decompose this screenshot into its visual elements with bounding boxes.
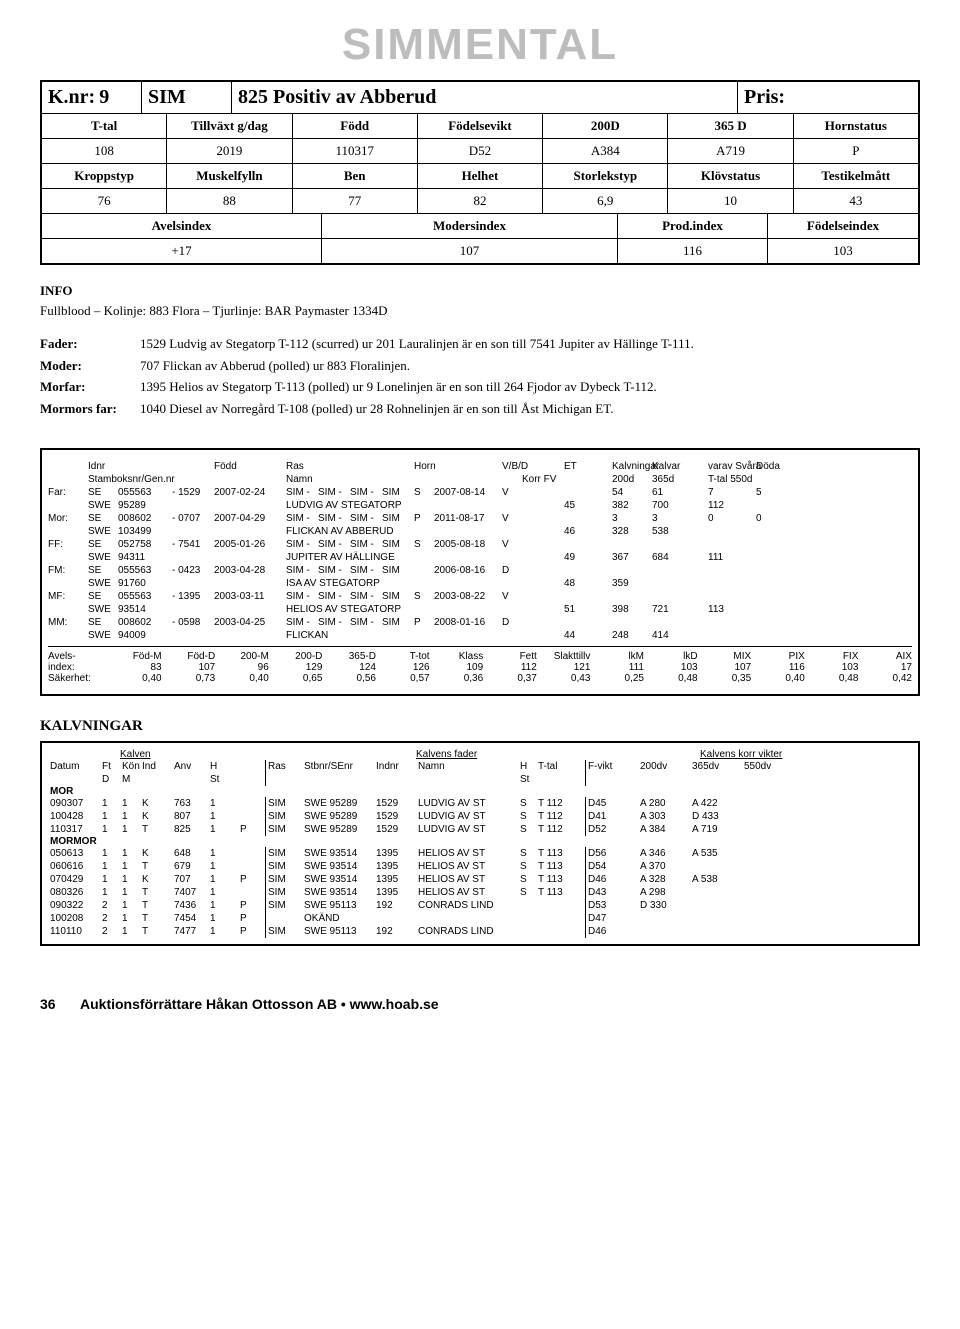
avelsindex-val: +17: [42, 239, 322, 263]
pedigree-box: IdnrFöddRasHornV/B/DETKalvningarKalvarva…: [40, 448, 920, 696]
ped-idx-safe: Säkerhet:0,400,730,400,650,560,570,360,3…: [48, 673, 912, 684]
moder-lbl: Moder:: [40, 356, 140, 376]
brand-title: SIMMENTAL: [40, 20, 920, 70]
knr-cell: K.nr: 9: [42, 82, 142, 113]
mormors-lbl: Mormors far:: [40, 399, 140, 419]
kalv-group2: Kalvens fader: [296, 749, 650, 760]
pris-cell: Pris:: [738, 82, 918, 113]
info-block: INFO Fullblood – Kolinje: 883 Flora – Tj…: [40, 281, 920, 418]
avelsindex-lbl: Avelsindex: [42, 214, 322, 238]
kalv-mormor-rows: 05061311K6481SIMSWE 935141395HELIOS AV S…: [50, 847, 910, 938]
fader-text: 1529 Ludvig av Stegatorp T-112 (scurred)…: [140, 334, 920, 354]
kalv-box: Kalven Kalvens fader Kalvens korr vikter…: [40, 741, 920, 946]
page: SIMMENTAL K.nr: 9 SIM 825 Positiv av Abb…: [0, 0, 960, 1032]
page-number: 36: [40, 996, 80, 1012]
ped-idx-vals: index:8310796129124126109112121111103107…: [48, 662, 912, 673]
info-title: INFO: [40, 281, 920, 301]
footer: 36 Auktionsförrättare Håkan Ottosson AB …: [40, 996, 920, 1012]
summary-box: K.nr: 9 SIM 825 Positiv av Abberud Pris:…: [40, 80, 920, 265]
kalv-head2: DMStSt: [50, 773, 910, 786]
kalv-mor-rows: 09030711K7631SIMSWE 952891529LUDVIG AV S…: [50, 797, 910, 836]
index-val-row: +17 107 116 103: [42, 239, 918, 263]
mor-label: MOR: [50, 786, 910, 797]
kalv-head1: DatumFtKönIndAnvHRasStbnr/SEnrIndnrNamnH…: [50, 760, 910, 773]
morfar-lbl: Morfar:: [40, 377, 140, 397]
info-line1: Fullblood – Kolinje: 883 Flora – Tjurlin…: [40, 301, 920, 321]
body-val-row: 768877826,91043: [42, 189, 918, 214]
fodelse-val: 103: [768, 239, 918, 263]
fodelse-lbl: Födelseindex: [768, 214, 918, 238]
kalv-group1: Kalven: [50, 749, 296, 760]
ped-body: Far:SE055563- 15292007-02-24SIM -SIM -SI…: [48, 486, 912, 642]
body-head-row: KroppstypMuskelfyllnBenHelhetStorlekstyp…: [42, 164, 918, 189]
prodindex-val: 116: [618, 239, 768, 263]
ped-idx-head: Avels-Föd-MFöd-D200-M200-D365-DT-totKlas…: [48, 651, 912, 662]
index-head-row: Avelsindex Modersindex Prod.index Födels…: [42, 214, 918, 239]
footer-text: Auktionsförrättare Håkan Ottosson AB • w…: [80, 996, 439, 1012]
mormors-text: 1040 Diesel av Norregård T-108 (polled) …: [140, 399, 920, 419]
animal-title: 825 Positiv av Abberud: [232, 82, 738, 113]
modersindex-lbl: Modersindex: [322, 214, 618, 238]
prodindex-lbl: Prod.index: [618, 214, 768, 238]
kalv-title: KALVNINGAR: [40, 718, 920, 735]
stats-val-row: 1082019110317D52A384A719P: [42, 139, 918, 164]
ped-head2: Stamboksnr/Gen.nrNamnKorr FV200d365dT-ta…: [48, 473, 912, 486]
kalv-group3: Kalvens korr vikter: [650, 749, 910, 760]
knr-label: K.nr:: [48, 86, 95, 109]
morfar-text: 1395 Helios av Stegatorp T-113 (polled) …: [140, 377, 920, 397]
modersindex-val: 107: [322, 239, 618, 263]
stats-head-row: T-talTillväxt g/dagFöddFödelsevikt200D36…: [42, 114, 918, 139]
sim-cell: SIM: [142, 82, 232, 113]
ped-head1: IdnrFöddRasHornV/B/DETKalvningarKalvarva…: [48, 460, 912, 473]
fader-lbl: Fader:: [40, 334, 140, 354]
knr-value: 9: [99, 86, 109, 109]
moder-text: 707 Flickan av Abberud (polled) ur 883 F…: [140, 356, 920, 376]
mormor-label: MORMOR: [50, 836, 910, 847]
